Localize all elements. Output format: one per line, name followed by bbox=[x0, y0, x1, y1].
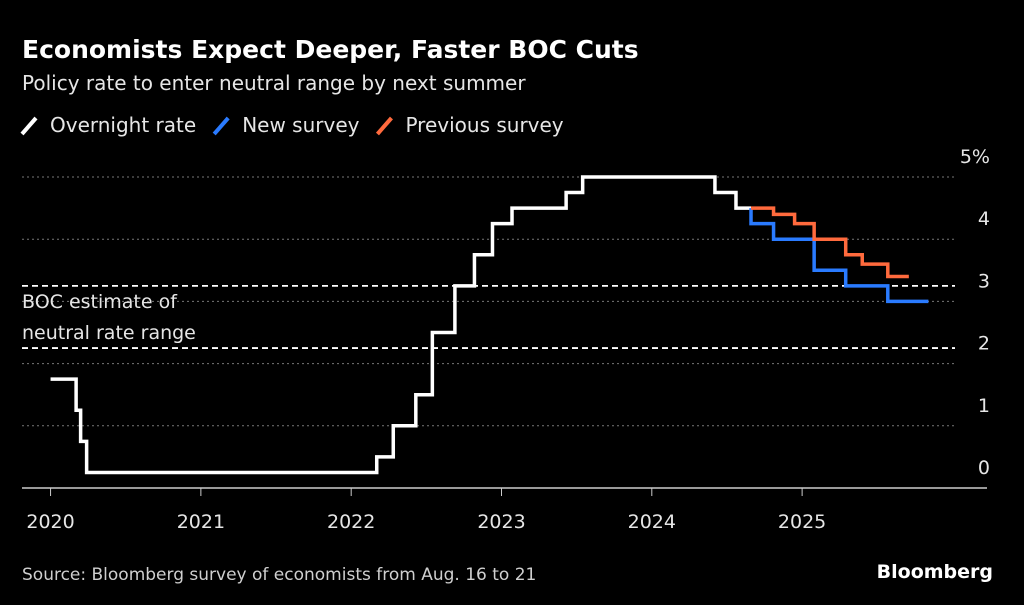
y-tick-label: 2 bbox=[978, 333, 990, 355]
annotation: neutral rate range bbox=[22, 322, 196, 344]
annotation: BOC estimate of bbox=[22, 291, 178, 313]
legend-label: Overnight rate bbox=[50, 113, 196, 137]
legend-swatch bbox=[20, 116, 38, 136]
y-tick-label: 3 bbox=[978, 270, 990, 292]
brand: Bloomberg bbox=[877, 561, 993, 583]
y-tick-label: 5% bbox=[960, 146, 990, 168]
y-tick-label: 4 bbox=[978, 208, 990, 230]
legend-swatch bbox=[375, 116, 393, 136]
x-tick-label: 2025 bbox=[778, 511, 826, 533]
chart-title: Economists Expect Deeper, Faster BOC Cut… bbox=[22, 35, 639, 64]
series-line bbox=[751, 206, 909, 279]
legend-swatch bbox=[212, 116, 230, 136]
chart-subtitle: Policy rate to enter neutral range by ne… bbox=[22, 71, 526, 95]
x-tick-label: 2023 bbox=[477, 511, 525, 533]
x-tick-label: 2022 bbox=[327, 511, 375, 533]
source: Source: Bloomberg survey of economists f… bbox=[22, 565, 536, 585]
series-line bbox=[50, 175, 752, 475]
x-tick-label: 2021 bbox=[177, 511, 225, 533]
legend-label: Previous survey bbox=[405, 113, 563, 137]
legend-label: New survey bbox=[242, 113, 359, 137]
series-line bbox=[749, 208, 929, 304]
x-tick-label: 2020 bbox=[26, 511, 74, 533]
y-tick-label: 0 bbox=[978, 457, 990, 479]
y-tick-label: 1 bbox=[978, 395, 990, 417]
x-tick-label: 2024 bbox=[628, 511, 676, 533]
